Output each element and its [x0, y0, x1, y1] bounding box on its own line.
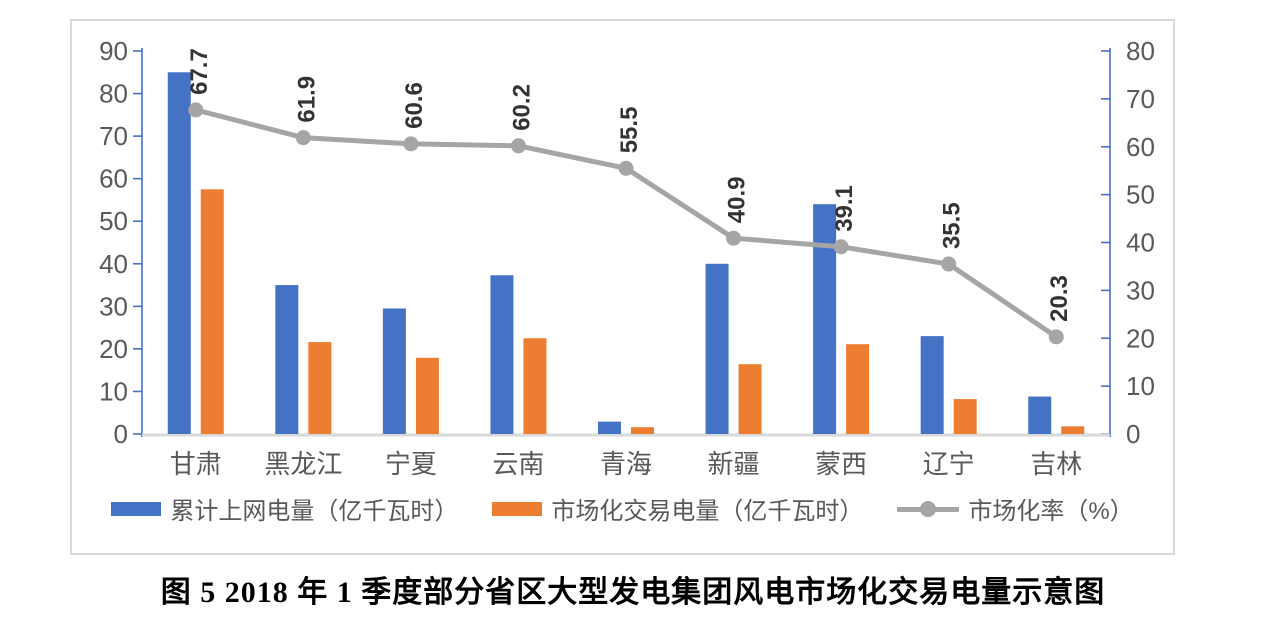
- category-label-吉林: 吉林: [1030, 449, 1082, 479]
- left-axis-tick-label: 80: [99, 79, 128, 109]
- line-data-label-吉林: 20.3: [1046, 275, 1073, 322]
- line-marker-蒙西: [833, 239, 849, 255]
- legend-label: 市场化率（%）: [968, 498, 1134, 525]
- left-axis-tick-label: 10: [99, 376, 128, 406]
- category-label-甘肃: 甘肃: [170, 449, 222, 479]
- right-axis-tick-label: 20: [1126, 323, 1155, 353]
- bar-累计上网电量（亿千瓦时）-蒙西: [813, 204, 837, 434]
- bar-累计上网电量（亿千瓦时）-甘肃: [167, 72, 191, 435]
- category-label-云南: 云南: [492, 449, 544, 479]
- line-marker-黑龙江: [295, 130, 311, 146]
- line-marker-吉林: [1048, 329, 1064, 345]
- combo-chart: 0 10 20 30 40 50 60 70 80 90 0 10 20 30 40 50 60 70 80 67.7…: [99, 36, 1155, 479]
- bar-市场化交易电量（亿千瓦时）-云南: [523, 338, 547, 434]
- left-axis-tick-label: 50: [99, 206, 128, 236]
- right-axis-tick-label: 70: [1126, 84, 1155, 114]
- bar-市场化交易电量（亿千瓦时）-甘肃: [200, 189, 224, 434]
- bar-累计上网电量（亿千瓦时）-青海: [598, 421, 621, 434]
- category-label-蒙西: 蒙西: [815, 449, 867, 479]
- right-axis-tick-label: 80: [1126, 36, 1155, 66]
- legend-swatch-orange-bar: [492, 501, 543, 516]
- bar-累计上网电量（亿千瓦时）-辽宁: [920, 336, 944, 434]
- legend-swatch-blue-bar: [111, 501, 162, 516]
- line-marker-新疆: [726, 230, 742, 246]
- left-axis-tick-label: 0: [114, 419, 128, 449]
- line-data-label-云南: 60.2: [508, 84, 535, 131]
- bar-累计上网电量（亿千瓦时）-新疆: [705, 263, 729, 434]
- chart-legend: 累计上网电量（亿千瓦时） 市场化交易电量（亿千瓦时） 市场化率（%）: [72, 491, 1173, 526]
- right-axis-tick-label: 40: [1126, 228, 1155, 258]
- line-marker-甘肃: [188, 102, 204, 118]
- right-axis-tick-label: 0: [1126, 419, 1140, 449]
- legend-item-bar2: 市场化交易电量（亿千瓦时）: [492, 491, 863, 526]
- right-axis-tick-label: 60: [1126, 132, 1155, 162]
- right-axis-tick-label: 50: [1126, 180, 1155, 210]
- bar-累计上网电量（亿千瓦时）-云南: [490, 275, 514, 434]
- bar-市场化交易电量（亿千瓦时）-黑龙江: [308, 342, 332, 434]
- category-label-辽宁: 辽宁: [923, 449, 975, 479]
- line-data-label-青海: 55.5: [616, 107, 643, 154]
- line-data-label-辽宁: 35.5: [939, 202, 966, 249]
- bar-市场化交易电量（亿千瓦时）-新疆: [738, 364, 762, 434]
- line-data-label-黑龙江: 61.9: [293, 76, 320, 123]
- left-axis-tick-label: 30: [99, 291, 128, 321]
- category-label-新疆: 新疆: [708, 449, 760, 479]
- category-label-青海: 青海: [600, 449, 652, 479]
- left-axis-tick-label: 40: [99, 249, 128, 279]
- chart-figure: 0 10 20 30 40 50 60 70 80 90 0 10 20 30 40 50 60 70 80 67.7…: [70, 19, 1175, 555]
- bar-市场化交易电量（亿千瓦时）-蒙西: [846, 344, 870, 434]
- bar-市场化交易电量（亿千瓦时）-青海: [631, 427, 654, 434]
- line-marker-宁夏: [403, 136, 419, 152]
- bar-市场化交易电量（亿千瓦时）-辽宁: [953, 399, 977, 434]
- line-marker-辽宁: [941, 256, 957, 272]
- left-axis-tick-label: 90: [99, 36, 128, 66]
- line-marker-云南: [510, 138, 526, 154]
- right-axis-tick-label: 10: [1126, 371, 1155, 401]
- legend-label: 累计上网电量（亿千瓦时）: [170, 498, 459, 525]
- line-data-label-新疆: 40.9: [724, 176, 751, 223]
- category-label-宁夏: 宁夏: [385, 449, 437, 479]
- figure-caption: 图 5 2018 年 1 季度部分省区大型发电集团风电市场化交易电量示意图: [160, 576, 1106, 609]
- left-axis-tick-label: 70: [99, 121, 128, 151]
- left-axis-tick-label: 60: [99, 164, 128, 194]
- line-data-label-甘肃: 67.7: [186, 48, 213, 95]
- legend-label: 市场化交易电量（亿千瓦时）: [551, 498, 864, 525]
- legend-item-bar1: 累计上网电量（亿千瓦时）: [111, 491, 458, 526]
- bar-累计上网电量（亿千瓦时）-宁夏: [382, 308, 406, 434]
- bar-累计上网电量（亿千瓦时）-黑龙江: [275, 285, 299, 434]
- bar-市场化交易电量（亿千瓦时）-吉林: [1061, 426, 1085, 434]
- line-data-label-蒙西: 39.1: [831, 185, 858, 232]
- bar-累计上网电量（亿千瓦时）-吉林: [1028, 396, 1052, 434]
- line-data-label-宁夏: 60.6: [401, 82, 428, 129]
- bar-市场化交易电量（亿千瓦时）-宁夏: [415, 357, 439, 434]
- category-label-黑龙江: 黑龙江: [264, 449, 342, 479]
- line-marker-青海: [618, 160, 634, 176]
- legend-swatch-gray-line: [897, 500, 960, 518]
- right-axis-tick-label: 30: [1126, 275, 1155, 305]
- legend-item-line: 市场化率（%）: [897, 491, 1134, 526]
- left-axis-tick-label: 20: [99, 334, 128, 364]
